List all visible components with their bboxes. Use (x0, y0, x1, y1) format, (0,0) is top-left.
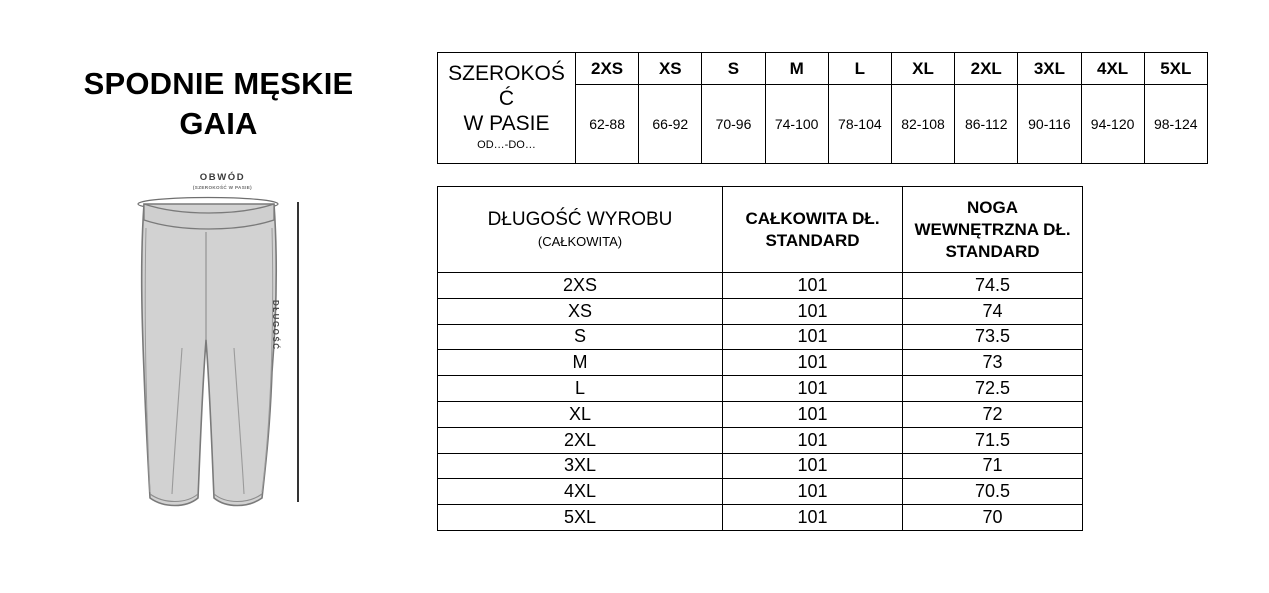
length-header-inseam: NOGA WEWNĘTRZNA DŁ. STANDARD (902, 186, 1083, 273)
waist-value-cell: 78-104 (827, 84, 892, 164)
length-header-inseam-line1: NOGA (967, 197, 1018, 217)
waist-value-cell: 74-100 (764, 84, 829, 164)
trousers-illustration-svg (137, 196, 299, 507)
length-header-size-sub: (CAŁKOWITA) (537, 233, 623, 249)
waist-size-header: XL (890, 52, 956, 85)
table-row: 5XL 101 70 (437, 504, 1083, 531)
table-row: 2XL 101 71.5 (437, 426, 1083, 454)
length-size-cell: S (437, 323, 723, 351)
table-row: L 101 72.5 (437, 375, 1083, 402)
left-side-seam (144, 227, 151, 493)
length-header-inseam-line2: WEWNĘTRZNA DŁ. (914, 219, 1071, 239)
table-row: XS 101 74 (437, 297, 1083, 325)
length-total-cell: 101 (722, 504, 903, 531)
table-row: 2XS 101 74.5 (437, 272, 1083, 299)
table-row: 4XL 101 70.5 (437, 478, 1083, 506)
length-inseam-cell: 70 (902, 504, 1083, 531)
length-size-table: DŁUGOŚĆ WYROBU (CAŁKOWITA) CAŁKOWITA DŁ.… (437, 186, 1083, 531)
left-hem-line (149, 493, 199, 503)
waist-table-header-row: SZEROKOŚ Ć W PASIE OD…-DO… 2XS XS S M L … (437, 52, 1208, 164)
length-size-cell: 3XL (437, 452, 723, 480)
length-inseam-cell: 74.5 (902, 272, 1083, 299)
length-header-total: CAŁKOWITA DŁ. STANDARD (722, 186, 903, 273)
length-total-cell: 101 (722, 323, 903, 351)
length-inseam-cell: 73 (902, 349, 1083, 377)
waist-size-header: M (764, 52, 829, 85)
waist-size-header: XS (638, 52, 703, 85)
page-title: SPODNIE MĘSKIE GAIA (0, 64, 437, 144)
waist-size-header: 2XS (574, 52, 640, 85)
length-size-cell: 5XL (437, 504, 723, 531)
waist-size-header: 2XL (954, 52, 1019, 85)
length-total-cell: 101 (722, 375, 903, 402)
length-size-cell: XS (437, 297, 723, 325)
length-total-cell: 101 (722, 426, 903, 454)
waist-row-label-line3: W PASIE (463, 112, 550, 135)
length-size-cell: L (437, 375, 723, 402)
waist-measure-label-main: OBWÓD (199, 172, 246, 183)
length-size-cell: M (437, 349, 723, 377)
length-inseam-cell: 74 (902, 297, 1083, 325)
waist-value-cell: 86-112 (954, 84, 1019, 164)
waist-value-cell: 62-88 (574, 84, 640, 164)
waist-row-label-line2: Ć (498, 87, 515, 110)
waist-size-header: 5XL (1143, 52, 1208, 85)
right-leg-crease (233, 347, 245, 495)
waist-value-cell: 98-124 (1143, 84, 1208, 164)
waist-value-cell: 90-116 (1017, 84, 1082, 164)
table-row: S 101 73.5 (437, 323, 1083, 351)
waist-measure-label-sub: (SZEROKOŚĆ W PASIE) (192, 184, 253, 190)
product-panel: SPODNIE MĘSKIE GAIA OBWÓD (SZEROKOŚĆ W P… (0, 0, 437, 593)
length-inseam-cell: 72 (902, 400, 1083, 428)
table-row: M 101 73 (437, 349, 1083, 377)
product-title-line2: GAIA (179, 106, 258, 141)
waist-size-header: S (701, 52, 766, 85)
waistband (143, 203, 275, 230)
waist-size-header: L (827, 52, 892, 85)
product-title-line1: SPODNIE MĘSKIE (83, 66, 354, 101)
length-header-size-main: DŁUGOŚĆ WYROBU (487, 208, 673, 230)
waist-measure-label: OBWÓD (SZEROKOŚĆ W PASIE) (130, 172, 315, 190)
waist-size-table: SZEROKOŚ Ć W PASIE OD…-DO… 2XS XS S M L … (437, 52, 1208, 164)
length-table-header-row: DŁUGOŚĆ WYROBU (CAŁKOWITA) CAŁKOWITA DŁ.… (437, 186, 1083, 273)
waist-table-value-row: 62-88 66-92 70-96 74-100 78-104 82-108 8… (438, 84, 1208, 164)
length-header-total-line2: STANDARD (765, 230, 860, 250)
length-header-size: DŁUGOŚĆ WYROBU (CAŁKOWITA) (437, 186, 723, 273)
waist-size-header: 3XL (1017, 52, 1082, 85)
waist-value-cell: 66-92 (638, 84, 703, 164)
waist-value-cell: 82-108 (890, 84, 956, 164)
length-size-cell: 2XS (437, 272, 723, 299)
length-total-cell: 101 (722, 272, 903, 299)
length-inseam-cell: 73.5 (902, 323, 1083, 351)
waist-size-header: 4XL (1080, 52, 1145, 85)
left-leg-crease (171, 347, 183, 495)
length-total-cell: 101 (722, 297, 903, 325)
waist-row-label-line1: SZEROKOŚ (448, 62, 565, 85)
length-size-cell: 4XL (437, 478, 723, 506)
trousers-diagram: OBWÓD (SZEROKOŚĆ W PASIE) (130, 172, 330, 517)
length-total-cell: 101 (722, 478, 903, 506)
length-size-cell: 2XL (437, 426, 723, 454)
length-header-inseam-line3: STANDARD (945, 241, 1040, 261)
length-total-cell: 101 (722, 349, 903, 377)
length-total-cell: 101 (722, 452, 903, 480)
table-row: 3XL 101 71 (437, 452, 1083, 480)
waist-row-label: SZEROKOŚ Ć W PASIE OD…-DO… (437, 52, 576, 164)
length-inseam-cell: 71 (902, 452, 1083, 480)
length-total-cell: 101 (722, 400, 903, 428)
waist-value-cell: 70-96 (701, 84, 766, 164)
length-inseam-cell: 72.5 (902, 375, 1083, 402)
trousers-body (140, 203, 277, 507)
length-header-total-line1: CAŁKOWITA DŁ. (745, 208, 880, 228)
length-inseam-cell: 71.5 (902, 426, 1083, 454)
right-side-seam (261, 227, 274, 493)
length-measure-label: DŁUGOŚĆ (271, 300, 280, 351)
waist-value-cell: 94-120 (1080, 84, 1145, 164)
length-inseam-cell: 70.5 (902, 478, 1083, 506)
waist-row-label-note: OD…-DO… (477, 139, 536, 151)
right-hem-line (213, 493, 263, 503)
length-size-cell: XL (437, 400, 723, 428)
table-row: XL 101 72 (437, 400, 1083, 428)
